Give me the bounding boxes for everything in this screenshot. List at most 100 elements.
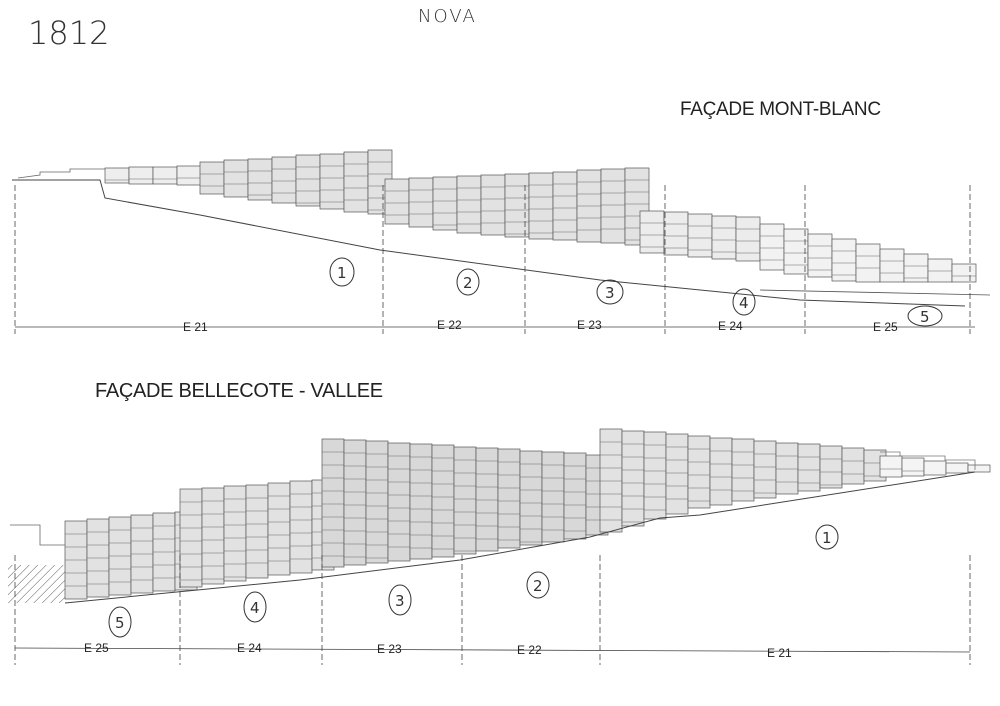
unit-column (152, 166, 178, 185)
unit-column (384, 178, 410, 225)
unit-column (855, 243, 881, 283)
unit-block (343, 439, 367, 566)
unit-column (901, 457, 925, 477)
unit-block (901, 457, 925, 477)
unit-block (504, 173, 530, 238)
unit-column (945, 462, 969, 474)
unit-block (176, 165, 202, 186)
unit-block (387, 442, 411, 562)
unit-block (775, 442, 799, 495)
bottom-section-e22: E 22 (517, 643, 542, 657)
unit-column (343, 151, 369, 213)
unit-block (797, 443, 821, 492)
top-building-units (104, 149, 977, 283)
unit-block (621, 430, 645, 527)
unit-block (927, 258, 953, 283)
unit-block (456, 175, 482, 234)
unit-block (152, 166, 178, 185)
unit-block (432, 176, 458, 231)
unit-column (321, 438, 345, 568)
unit-column (365, 440, 389, 564)
top-zone-5: 5 (920, 308, 930, 326)
unit-column (759, 223, 785, 271)
unit-column (831, 238, 857, 282)
unit-column (775, 442, 799, 495)
unit-column (343, 439, 367, 566)
unit-block (497, 448, 521, 549)
unit-column (663, 211, 689, 256)
unit-column (432, 176, 458, 231)
unit-column (576, 169, 602, 243)
unit-column (289, 480, 313, 574)
unit-column (927, 258, 953, 283)
top-zone-marks: 1 2 3 4 5 (329, 257, 943, 327)
unit-column (753, 440, 777, 499)
unit-block (431, 444, 455, 558)
bottom-building-units (64, 428, 991, 600)
unit-block (552, 171, 578, 241)
unit-column (600, 168, 626, 244)
top-zone-1: 1 (337, 264, 347, 282)
top-section-e21: E 21 (183, 320, 208, 334)
unit-column (735, 216, 761, 262)
unit-block (343, 151, 369, 213)
unit-block (711, 215, 737, 260)
unit-column (967, 464, 991, 473)
unit-column (528, 172, 554, 240)
bottom-zone-3: 3 (395, 592, 405, 610)
unit-column (431, 444, 455, 558)
unit-block (807, 233, 833, 278)
unit-column (86, 518, 110, 598)
unit-column (687, 435, 711, 509)
bottom-roof-steps (880, 451, 976, 470)
unit-block (639, 210, 665, 254)
unit-column (731, 438, 755, 502)
bottom-zone-2: 2 (533, 577, 543, 595)
unit-column (599, 428, 623, 533)
unit-block (967, 464, 991, 473)
unit-column (639, 210, 665, 254)
top-section-e22: E 22 (437, 318, 462, 332)
unit-block (945, 462, 969, 474)
unit-block (841, 447, 865, 485)
unit-column (408, 177, 434, 228)
unit-block (128, 166, 154, 185)
unit-column (783, 228, 809, 275)
top-terrain-line (12, 179, 966, 307)
bottom-section-e23: E 23 (377, 642, 402, 656)
unit-column (104, 167, 130, 184)
unit-block (365, 440, 389, 564)
bottom-zone-1: 1 (822, 529, 832, 547)
unit-block (599, 428, 623, 533)
bottom-terrain-line (64, 471, 976, 604)
unit-column (176, 165, 202, 186)
unit-column (199, 161, 225, 195)
unit-column (552, 171, 578, 241)
unit-column (621, 430, 645, 527)
unit-column (563, 452, 587, 540)
unit-block (879, 248, 905, 283)
unit-column (245, 484, 269, 579)
unit-column (271, 156, 297, 204)
top-section-dividers (14, 185, 971, 334)
unit-block (475, 447, 499, 552)
unit-column (519, 450, 543, 546)
top-section-e23: E 23 (577, 318, 602, 332)
unit-block (201, 487, 225, 585)
unit-column (643, 431, 667, 520)
bottom-zone-5: 5 (115, 614, 125, 632)
unit-column (541, 451, 565, 543)
unit-block (687, 435, 711, 509)
top-zone-4: 4 (739, 294, 749, 312)
bottom-left-outline (10, 524, 65, 546)
facade-bellecote-title: FAÇADE BELLECOTE - VALLEE (95, 380, 383, 402)
unit-block (879, 455, 903, 478)
unit-block (753, 440, 777, 499)
unit-block (480, 174, 506, 236)
unit-block (247, 158, 273, 201)
unit-column (456, 175, 482, 234)
unit-block (384, 178, 410, 225)
unit-column (807, 233, 833, 278)
bottom-hatched-ground (8, 565, 65, 603)
unit-column (179, 488, 203, 588)
